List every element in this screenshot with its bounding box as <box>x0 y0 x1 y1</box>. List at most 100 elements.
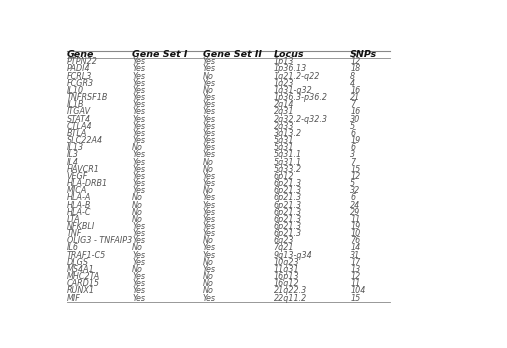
Text: 11: 11 <box>350 215 360 224</box>
Text: 10: 10 <box>350 229 360 238</box>
Text: No: No <box>203 86 214 95</box>
Text: No: No <box>132 215 143 224</box>
Text: Yes: Yes <box>203 114 216 124</box>
Text: 8: 8 <box>350 72 355 81</box>
Text: HLA-A: HLA-A <box>66 193 91 202</box>
Text: No: No <box>203 258 214 267</box>
Text: IL13: IL13 <box>66 143 84 152</box>
Text: 6p21.3: 6p21.3 <box>274 215 302 224</box>
Text: FCGR3: FCGR3 <box>66 79 94 88</box>
Text: Yes: Yes <box>203 294 216 303</box>
Text: 5q31: 5q31 <box>274 143 294 152</box>
Text: IL6: IL6 <box>66 244 79 252</box>
Text: 7: 7 <box>350 100 355 109</box>
Text: VEGF: VEGF <box>66 172 88 181</box>
Text: 1q23: 1q23 <box>274 79 294 88</box>
Text: NFKBLI: NFKBLI <box>66 222 95 231</box>
Text: Gene Set I: Gene Set I <box>132 50 188 59</box>
Text: 7q21: 7q21 <box>274 244 294 252</box>
Text: Yes: Yes <box>203 136 216 145</box>
Text: 2q32.2-q32.3: 2q32.2-q32.3 <box>274 114 328 124</box>
Text: 15: 15 <box>350 165 360 174</box>
Text: OLIG3 - TNFAIP3: OLIG3 - TNFAIP3 <box>66 236 132 245</box>
Text: IL3: IL3 <box>66 150 79 159</box>
Text: 6: 6 <box>350 143 355 152</box>
Text: 16: 16 <box>350 108 360 117</box>
Text: Yes: Yes <box>132 172 145 181</box>
Text: TNFRSF1B: TNFRSF1B <box>66 93 108 102</box>
Text: Yes: Yes <box>203 265 216 274</box>
Text: 5q33.2: 5q33.2 <box>274 165 302 174</box>
Text: 5q31: 5q31 <box>274 136 294 145</box>
Text: 3q13.2: 3q13.2 <box>274 129 302 138</box>
Text: LTA: LTA <box>66 215 80 224</box>
Text: 16p13: 16p13 <box>274 272 299 281</box>
Text: No: No <box>203 236 214 245</box>
Text: MS4A1: MS4A1 <box>66 265 94 274</box>
Text: TNF: TNF <box>66 229 82 238</box>
Text: 18: 18 <box>350 64 360 73</box>
Text: Yes: Yes <box>132 108 145 117</box>
Text: Yes: Yes <box>132 93 145 102</box>
Text: Yes: Yes <box>203 64 216 73</box>
Text: Yes: Yes <box>203 172 216 181</box>
Text: 19: 19 <box>350 222 360 231</box>
Text: Yes: Yes <box>203 143 216 152</box>
Text: Yes: Yes <box>132 150 145 159</box>
Text: Yes: Yes <box>132 122 145 131</box>
Text: No: No <box>132 244 143 252</box>
Text: 6p21.3: 6p21.3 <box>274 193 302 202</box>
Text: 16: 16 <box>350 86 360 95</box>
Text: IL10: IL10 <box>66 86 84 95</box>
Text: Yes: Yes <box>203 229 216 238</box>
Text: 76: 76 <box>350 236 360 245</box>
Text: Yes: Yes <box>132 186 145 195</box>
Text: 15: 15 <box>350 294 360 303</box>
Text: 6: 6 <box>350 193 355 202</box>
Text: FCRL3: FCRL3 <box>66 72 92 81</box>
Text: No: No <box>132 208 143 217</box>
Text: 32: 32 <box>350 186 360 195</box>
Text: Yes: Yes <box>132 86 145 95</box>
Text: 3: 3 <box>350 150 355 159</box>
Text: 31: 31 <box>350 251 360 260</box>
Text: No: No <box>203 158 214 167</box>
Text: Yes: Yes <box>132 229 145 238</box>
Text: 21: 21 <box>350 93 360 102</box>
Text: Yes: Yes <box>203 200 216 209</box>
Text: STAT4: STAT4 <box>66 114 91 124</box>
Text: No: No <box>132 193 143 202</box>
Text: Yes: Yes <box>132 158 145 167</box>
Text: Yes: Yes <box>132 57 145 66</box>
Text: Yes: Yes <box>132 258 145 267</box>
Text: 4: 4 <box>350 79 355 88</box>
Text: 6p21.3: 6p21.3 <box>274 208 302 217</box>
Text: Locus: Locus <box>274 50 304 59</box>
Text: Yes: Yes <box>203 193 216 202</box>
Text: HLA-B: HLA-B <box>66 200 91 209</box>
Text: HLA-C: HLA-C <box>66 208 91 217</box>
Text: 6q23: 6q23 <box>274 236 294 245</box>
Text: No: No <box>203 186 214 195</box>
Text: Yes: Yes <box>203 129 216 138</box>
Text: Yes: Yes <box>203 100 216 109</box>
Text: 6p21.3: 6p21.3 <box>274 229 302 238</box>
Text: Yes: Yes <box>132 114 145 124</box>
Text: Yes: Yes <box>132 294 145 303</box>
Text: 6p12: 6p12 <box>274 172 294 181</box>
Text: 22q11.2: 22q11.2 <box>274 294 307 303</box>
Text: Yes: Yes <box>132 136 145 145</box>
Text: Yes: Yes <box>132 236 145 245</box>
Text: 6p21.3: 6p21.3 <box>274 200 302 209</box>
Text: 13: 13 <box>350 265 360 274</box>
Text: CTLA4: CTLA4 <box>66 122 92 131</box>
Text: 5: 5 <box>350 122 355 131</box>
Text: 5q31.1: 5q31.1 <box>274 158 302 167</box>
Text: RUNX1: RUNX1 <box>66 286 94 295</box>
Text: 16q12: 16q12 <box>274 279 299 288</box>
Text: No: No <box>203 286 214 295</box>
Text: 1p13: 1p13 <box>274 57 294 66</box>
Text: 1p36.13: 1p36.13 <box>274 64 307 73</box>
Text: 7: 7 <box>350 158 355 167</box>
Text: Yes: Yes <box>132 279 145 288</box>
